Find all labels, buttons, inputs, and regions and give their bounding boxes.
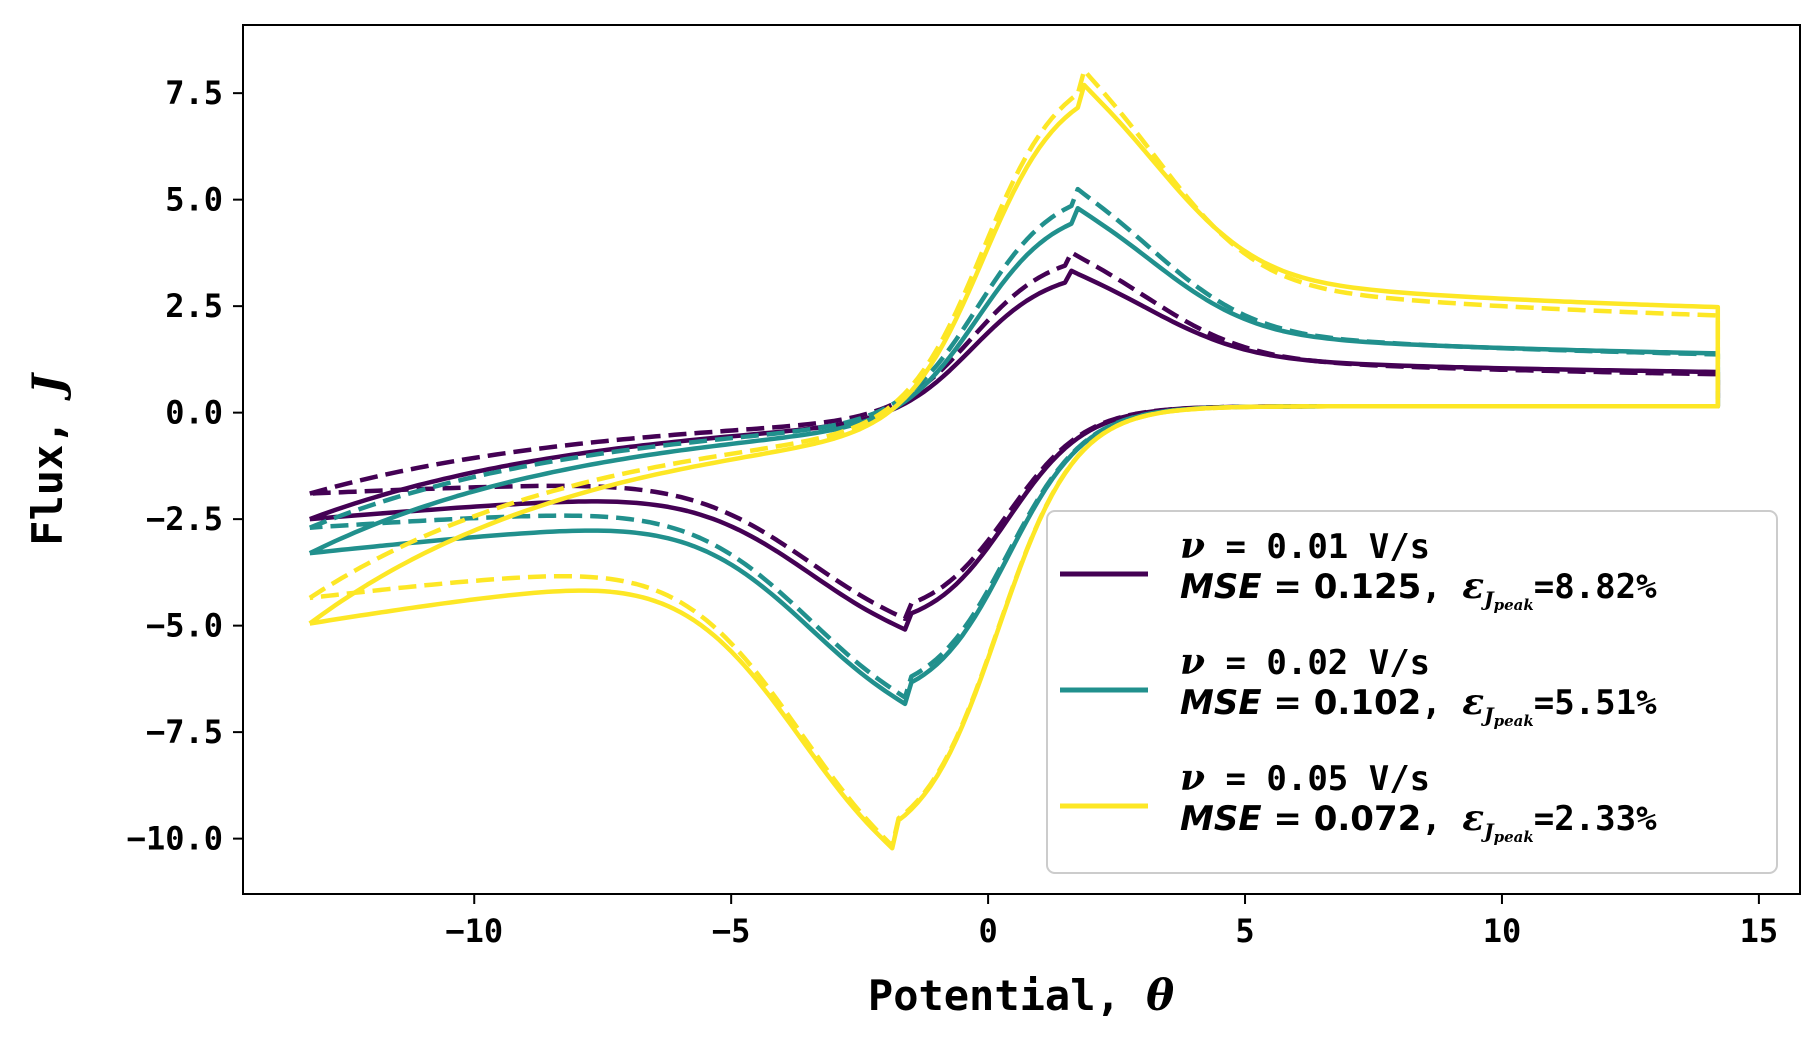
y-tick-label: −5.0 xyxy=(146,607,223,645)
y-tick-label: −10.0 xyxy=(127,820,223,858)
nu-symbol: ν xyxy=(1180,641,1205,683)
mse-value: = 0.072 xyxy=(1262,799,1422,839)
x-tick-label: 10 xyxy=(1483,912,1522,950)
y-tick-label: 0.0 xyxy=(165,394,223,432)
y-tick-label: 7.5 xyxy=(165,74,223,112)
epsilon-symbol: ε xyxy=(1462,797,1484,839)
legend-label-scan-rate: ν = 0.05 V/s xyxy=(1180,757,1430,799)
mse-symbol: MSE xyxy=(1180,567,1262,607)
x-tick-label: 15 xyxy=(1740,912,1779,950)
separator: , xyxy=(1421,567,1462,607)
y-axis-ticks: −10.0 −7.5 −5.0 −2.5 0.0 2.5 5.0 7.5 xyxy=(127,74,243,858)
legend-label-metrics: MSE = 0.102, εJpeak=5.51% xyxy=(1180,681,1657,730)
y-tick-label: 2.5 xyxy=(165,287,223,325)
separator: , xyxy=(1421,799,1462,839)
mse-symbol: MSE xyxy=(1180,683,1262,723)
x-tick-label: 5 xyxy=(1235,912,1254,950)
scan-rate-value: = 0.01 V/s xyxy=(1205,527,1430,567)
nu-symbol: ν xyxy=(1180,757,1205,799)
scan-rate-value: = 0.05 V/s xyxy=(1205,759,1430,799)
x-tick-label: 0 xyxy=(978,912,997,950)
peak-error-value: =8.82% xyxy=(1534,567,1657,607)
x-axis-title-text: Potential, xyxy=(868,971,1146,1020)
legend-label-metrics: MSE = 0.072, εJpeak=2.33% xyxy=(1180,797,1657,846)
epsilon-symbol: ε xyxy=(1462,565,1484,607)
y-axis-title: Flux, J xyxy=(23,371,72,546)
x-tick-label: −5 xyxy=(712,912,751,950)
legend-label-scan-rate: ν = 0.02 V/s xyxy=(1180,641,1430,683)
y-tick-label: 5.0 xyxy=(165,181,223,219)
y-tick-label: −7.5 xyxy=(146,713,223,751)
separator: , xyxy=(1421,683,1462,723)
scan-rate-value: = 0.02 V/s xyxy=(1205,643,1430,683)
x-axis-ticks: −10 −5 0 5 10 15 xyxy=(445,894,1778,950)
nu-symbol: ν xyxy=(1180,525,1205,567)
peak-subscript: peak xyxy=(1494,596,1534,614)
mse-symbol: MSE xyxy=(1180,799,1262,839)
mse-value: = 0.125 xyxy=(1262,567,1422,607)
peak-subscript: peak xyxy=(1494,712,1534,730)
j-subscript: J xyxy=(1480,587,1495,611)
epsilon-symbol: ε xyxy=(1462,681,1484,723)
j-subscript: J xyxy=(1480,703,1495,727)
peak-error-value: =2.33% xyxy=(1534,799,1657,839)
j-subscript: J xyxy=(1480,819,1495,843)
legend-box xyxy=(1046,510,1778,874)
y-tick-label: −2.5 xyxy=(146,500,223,538)
y-axis-title-text: Flux, xyxy=(23,394,72,546)
x-tick-label: −10 xyxy=(445,912,503,950)
legend-label-scan-rate: ν = 0.01 V/s xyxy=(1180,525,1430,567)
x-axis-title-symbol: θ xyxy=(1146,971,1174,1020)
legend-label-metrics: MSE = 0.125, εJpeak=8.82% xyxy=(1180,565,1657,614)
peak-error-value: =5.51% xyxy=(1534,683,1657,723)
x-axis-title: Potential, θ xyxy=(868,971,1174,1020)
series-curves xyxy=(308,68,1721,851)
mse-value: = 0.102 xyxy=(1262,683,1422,723)
series-3-predicted-line xyxy=(308,68,1721,849)
peak-subscript: peak xyxy=(1494,828,1534,846)
plot-frame xyxy=(242,24,1801,895)
